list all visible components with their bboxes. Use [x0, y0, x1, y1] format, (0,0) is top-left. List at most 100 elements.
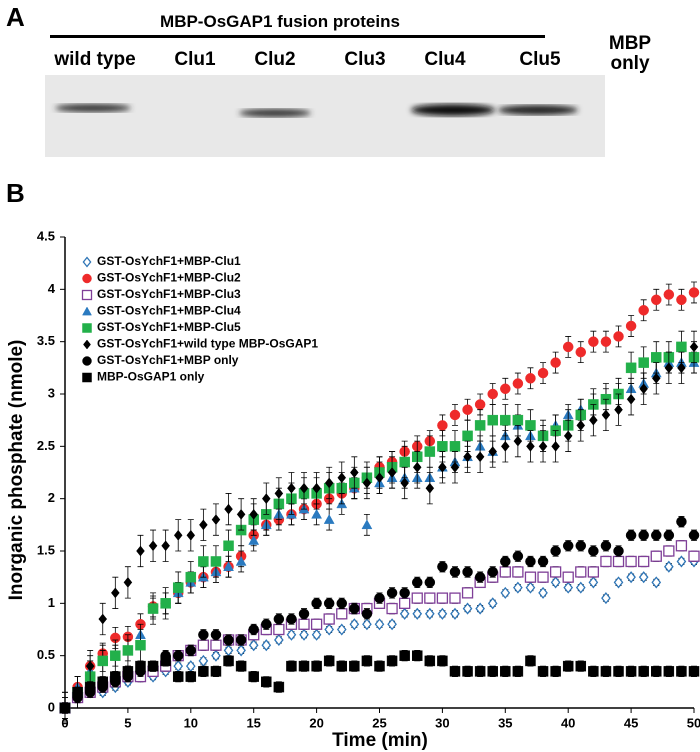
data-point: [274, 488, 284, 499]
data-point: [588, 576, 599, 589]
data-point: [588, 666, 599, 677]
data-point: [625, 530, 637, 541]
data-point: [387, 467, 397, 478]
data-point: [601, 409, 611, 421]
data-point: [638, 530, 649, 541]
data-point: [537, 556, 549, 567]
data-point: [663, 289, 675, 300]
data-point: [474, 666, 486, 677]
data-point: [650, 550, 662, 562]
data-point: [136, 545, 145, 557]
data-point: [651, 530, 662, 541]
data-point: [172, 582, 184, 593]
data-point: [474, 571, 486, 583]
legend-label: GST-OsYchF1+MBP-Clu3: [97, 287, 241, 301]
data-point: [449, 592, 461, 604]
data-point: [424, 655, 436, 667]
band: [239, 109, 311, 117]
data-point: [148, 540, 158, 552]
data-point: [449, 566, 461, 578]
data-point: [613, 331, 624, 342]
data-point: [223, 634, 234, 646]
data-point: [575, 566, 587, 578]
data-point: [449, 409, 461, 421]
data-point: [273, 681, 285, 693]
data-point: [626, 393, 636, 405]
x-tick-label: 30: [435, 715, 449, 730]
data-point: [550, 545, 561, 557]
data-point: [424, 592, 436, 604]
data-point: [639, 383, 649, 395]
band: [498, 105, 578, 115]
data-point: [513, 435, 523, 447]
data-point: [198, 666, 209, 677]
data-point: [562, 341, 574, 353]
data-point: [248, 535, 260, 545]
band: [55, 104, 131, 112]
data-point: [411, 592, 423, 604]
x-tick-label: 45: [624, 715, 638, 730]
data-point: [626, 571, 636, 584]
data-point: [210, 556, 222, 567]
data-point: [613, 576, 624, 589]
data-point: [399, 607, 410, 620]
data-point: [550, 576, 561, 589]
data-point: [185, 645, 197, 656]
title-bar: [50, 35, 545, 38]
data-point: [336, 623, 347, 636]
data-point: [374, 660, 385, 672]
data-point: [500, 414, 511, 426]
data-point: [500, 586, 511, 599]
data-point: [612, 555, 625, 568]
data-point: [72, 687, 83, 698]
data-point: [512, 666, 524, 677]
data-point: [437, 441, 448, 452]
data-point: [336, 660, 348, 672]
data-point: [324, 477, 334, 489]
data-point: [198, 629, 209, 640]
data-point: [97, 655, 108, 667]
y-tick-label: 4: [48, 281, 56, 296]
data-point: [147, 660, 159, 672]
data-point: [160, 655, 171, 667]
data-point: [487, 388, 498, 400]
data-point: [688, 550, 700, 562]
data-point: [526, 440, 535, 452]
data-point: [248, 671, 259, 682]
data-point: [98, 613, 108, 625]
data-point: [676, 294, 687, 306]
lane-label: Clu3: [344, 49, 386, 70]
data-point: [135, 660, 146, 672]
data-point: [450, 607, 460, 620]
data-point: [286, 628, 297, 641]
data-point: [362, 618, 372, 631]
data-point: [110, 671, 121, 682]
data-point: [475, 451, 485, 463]
data-point: [538, 586, 548, 599]
data-point: [310, 618, 323, 630]
legend-label: GST-OsYchF1+MBP only: [97, 353, 239, 367]
data-point: [211, 514, 221, 526]
data-point: [525, 581, 536, 594]
data-point: [399, 650, 410, 661]
x-tick-label: 35: [498, 715, 512, 730]
data-point: [424, 446, 436, 457]
data-point: [312, 482, 321, 494]
data-point: [411, 650, 423, 661]
data-point: [487, 597, 498, 610]
data-point: [638, 357, 649, 368]
data-point: [462, 666, 473, 677]
data-point: [588, 545, 599, 557]
data-point: [97, 676, 108, 688]
legend-marker: [83, 339, 91, 350]
data-point: [638, 555, 650, 568]
data-point: [323, 514, 335, 524]
lane-label: MBP only: [608, 33, 652, 74]
data-point: [286, 613, 297, 625]
data-point: [575, 581, 586, 594]
data-point: [562, 660, 574, 672]
data-point: [349, 603, 360, 614]
data-point: [122, 645, 134, 656]
data-point: [274, 633, 284, 647]
data-point: [323, 655, 335, 667]
